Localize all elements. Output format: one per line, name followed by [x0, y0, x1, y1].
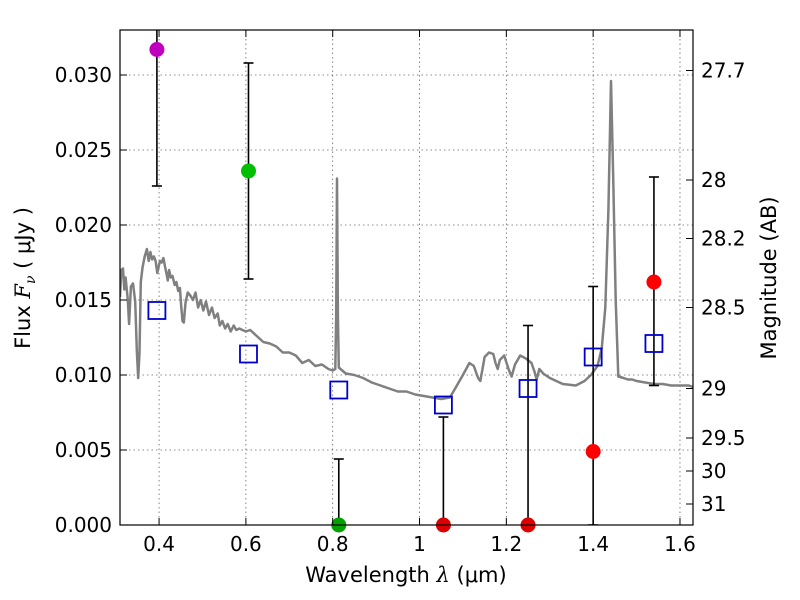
observed-photometry-markers	[149, 42, 662, 533]
observed-point	[149, 42, 165, 57]
x-tick-label: 0.4	[143, 532, 175, 556]
model-square	[583, 347, 603, 367]
y-tick-label: 0.025	[55, 138, 112, 162]
y2-tick-label: 30	[701, 459, 726, 483]
y-tick-label: 0.015	[55, 288, 112, 312]
y2-tick-label: 28.2	[701, 227, 746, 251]
y2-tick-label: 29.5	[701, 426, 746, 450]
y2-tick-label: 28.5	[701, 296, 746, 320]
model-square	[147, 301, 167, 320]
y2-tick-label: 29	[701, 377, 726, 401]
y-tick-label: 0.005	[55, 438, 112, 462]
x-axis-label: Wavelength λ (μm)	[305, 563, 506, 587]
x-tick-label: 0.6	[230, 532, 262, 556]
model-square	[644, 334, 664, 353]
observed-point	[646, 274, 662, 290]
observed-point	[585, 444, 601, 459]
y-tick-label: 0.000	[55, 513, 112, 537]
plot-frame	[119, 29, 694, 526]
model-square	[239, 344, 258, 364]
model-square	[518, 379, 538, 398]
x-tick-label: 0.8	[317, 532, 349, 556]
y-axis-ticks: 0.000 0.005 0.010 0.015 0.020 0.025 0.030	[55, 63, 127, 537]
model-square	[433, 395, 453, 415]
sed-model-line	[120, 79, 693, 401]
y-tick-label: 0.020	[55, 213, 112, 237]
x-tick-label: 1.6	[664, 532, 696, 556]
x-tick-label: 1.4	[577, 532, 609, 556]
x-axis-ticks: 0.4 0.6 0.8 1 1.2 1.4 1.6	[143, 30, 696, 556]
y2-tick-label: 31	[701, 492, 726, 516]
x-tick-label: 1	[413, 532, 426, 556]
model-square	[329, 380, 349, 400]
y-tick-label: 0.010	[55, 363, 112, 387]
y2-axis-label: Magnitude (AB)	[757, 196, 781, 359]
error-bars	[151, 30, 659, 525]
y-axis-label: Flux Fν ( μJy )	[11, 207, 39, 349]
y-tick-label: 0.030	[55, 63, 112, 87]
y2-tick-label: 27.7	[701, 59, 746, 83]
x-tick-label: 1.2	[490, 532, 522, 556]
model-photometry-markers	[147, 301, 664, 415]
y2-tick-label: 28	[701, 168, 726, 192]
y2-axis-ticks: 27.7 28 28.2 28.5 29 29.5 30 31	[686, 59, 746, 516]
observed-point	[240, 163, 256, 179]
